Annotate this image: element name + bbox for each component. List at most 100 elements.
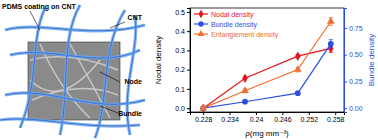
figure: PDMS coating on CNTCNTNodeBundle0.2280.2… (0, 0, 378, 140)
legend-item: Nodal density (194, 10, 254, 19)
diagram-label: Node (125, 78, 143, 85)
tick: 0.25 (344, 78, 363, 85)
cnt-tube (20, 8, 45, 128)
marker (327, 17, 335, 24)
marker (328, 41, 334, 47)
legend-item: Entanglement density (194, 30, 279, 39)
tick: 0.258 (327, 112, 345, 123)
diagram-label: Bundle (118, 110, 142, 117)
tick-mark (344, 81, 347, 82)
tick-label: 0.252 (301, 116, 319, 123)
tick-label: 0.75 (349, 25, 363, 32)
tick-mark (187, 12, 190, 13)
cnt-tube (95, 10, 125, 138)
legend-label: Entanglement density (211, 31, 279, 39)
tick: 0.3 (175, 47, 190, 54)
tick: 0.75 (344, 25, 363, 32)
marker (295, 51, 300, 60)
y-axis: 0.0 0.1 0.2 0.3 0.4 0.5 (175, 9, 190, 113)
cnt-core (127, 15, 136, 135)
tick-mark (187, 50, 190, 51)
plot-area (199, 17, 334, 112)
tick-mark (344, 108, 347, 109)
tick-label: 0.25 (349, 78, 363, 85)
tick-mark (187, 31, 190, 32)
tick-label: 0.4 (175, 28, 185, 35)
tick: 0.2 (175, 66, 190, 73)
legend-marker (198, 10, 203, 19)
tick: 0.50 (344, 51, 363, 58)
tick-mark (344, 55, 347, 56)
cnt-tube (10, 50, 140, 58)
legend: Nodal density Bundle density Entanglement … (194, 10, 279, 39)
tick-mark (187, 108, 190, 109)
cnt-tube (127, 15, 136, 135)
marker (241, 86, 249, 93)
tick-label: 0.2 (175, 66, 185, 73)
legend-item: Bundle density (194, 21, 257, 29)
cnt-core (20, 8, 45, 128)
tick: 0.228 (195, 112, 213, 123)
tick-label: 0.5 (175, 9, 185, 16)
cnt-core (0, 119, 140, 126)
tick-mark (230, 112, 231, 115)
tick-mark (256, 112, 257, 115)
axis-line (187, 9, 191, 113)
tick: 0.00 (344, 105, 363, 112)
tick-mark (309, 112, 310, 115)
legend-label: Nodal density (211, 11, 254, 19)
tick-label: 0.50 (349, 51, 363, 58)
tick-label: 0.246 (274, 116, 292, 123)
x-axis: 0.228 0.234 0.24 0.246 0.252 0.258 (191, 112, 345, 123)
plot-frame (190, 8, 344, 112)
tick-label: 0.258 (327, 116, 345, 123)
series-line (203, 48, 331, 108)
tick-mark (203, 112, 204, 115)
tick: 0.24 (250, 112, 264, 123)
cnt-core (10, 50, 140, 58)
tick-mark (282, 112, 283, 115)
tick: 0.1 (175, 86, 190, 93)
marker (242, 74, 247, 83)
series-line (203, 21, 331, 108)
cnt-core (5, 93, 145, 104)
legend-marker (197, 30, 204, 36)
tick: 0.234 (221, 112, 239, 123)
axis-line (345, 9, 348, 113)
axis-line (191, 113, 345, 116)
tick-label: 0.234 (221, 116, 239, 123)
pointer (100, 72, 120, 82)
tick-mark (335, 112, 336, 115)
cnt-core (95, 10, 125, 138)
cnt-tube (60, 5, 80, 135)
diagram-label: PDMS coating on CNT (2, 3, 77, 11)
marker (199, 104, 207, 111)
tick: 0.4 (175, 28, 190, 35)
x-axis-title: ρ(mg mm⁻³) (245, 129, 289, 138)
y-axis-title: Nodal density (154, 36, 163, 84)
cnt-core (5, 25, 145, 31)
tick-label: 0.24 (250, 116, 264, 123)
pointer (30, 11, 40, 30)
pointer (100, 106, 118, 113)
marker (242, 99, 248, 105)
cnt-core (60, 5, 80, 135)
tick: 0.252 (301, 112, 319, 123)
tick-mark (187, 70, 190, 71)
cnt-tube (5, 93, 145, 104)
series-line (203, 44, 331, 108)
tick-label: 0.1 (175, 86, 185, 93)
tick: 0.5 (175, 9, 190, 16)
tick-mark (344, 28, 347, 29)
tick: 0.0 (175, 105, 190, 112)
schematic: PDMS coating on CNTCNTNodeBundle (0, 3, 145, 138)
y2-axis-title: Bundle density (367, 34, 376, 86)
y2-axis: 0.00 0.25 0.50 0.75 (344, 9, 363, 113)
marker (294, 65, 302, 72)
pointer (110, 22, 125, 28)
tick-label: 0.0 (175, 105, 185, 112)
legend-marker (198, 21, 203, 26)
tick-label: 0.228 (195, 116, 213, 123)
cnt-tube (0, 119, 140, 126)
legend-label: Bundle density (211, 21, 257, 29)
